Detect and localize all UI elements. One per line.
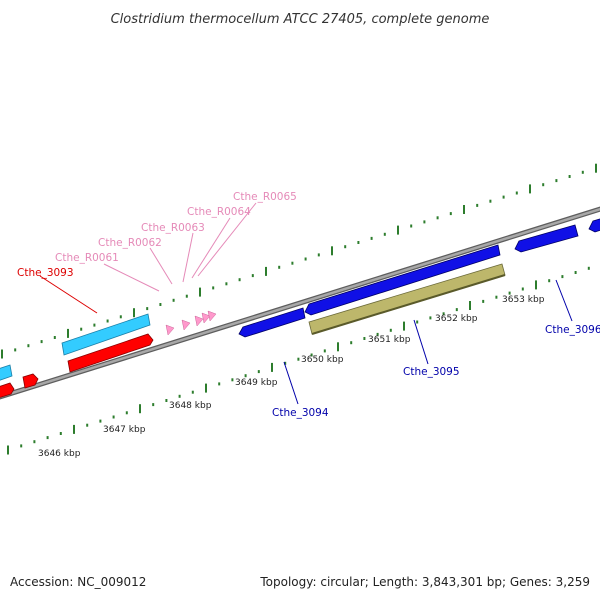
cds-partial-red-small[interactable] xyxy=(22,373,39,389)
label-cthe-r0062[interactable]: Cthe_R0062 xyxy=(98,237,162,249)
outer-tick-row xyxy=(1,163,597,359)
label-cthe-r0064[interactable]: Cthe_R0064 xyxy=(187,206,251,218)
cds-cthe-3096[interactable] xyxy=(514,224,579,253)
tick-label: 3651 kbp xyxy=(368,335,411,345)
label-leader-lines xyxy=(39,202,573,405)
cds-cthe-3095-forward[interactable] xyxy=(304,244,501,316)
cds-cthe-3093[interactable] xyxy=(67,333,154,373)
accession-text: Accession: NC_009012 xyxy=(10,575,146,589)
cds-partial-red-left[interactable] xyxy=(0,382,15,399)
tick-label: 3649 kbp xyxy=(235,378,278,388)
map-title: Clostridium thermocellum ATCC 27405, com… xyxy=(111,12,490,27)
rna-cthe-r0064[interactable] xyxy=(201,312,211,324)
label-cthe-3094[interactable]: Cthe_3094 xyxy=(272,407,329,419)
cds-partial-cyan-left[interactable] xyxy=(0,364,13,382)
cds-partial-right[interactable] xyxy=(588,216,600,233)
cds-cthe-3095-shadow xyxy=(311,274,506,335)
rna-cthe-r0063[interactable] xyxy=(194,315,204,327)
label-cthe-3093[interactable]: Cthe_3093 xyxy=(17,267,74,279)
label-cthe-r0063[interactable]: Cthe_R0063 xyxy=(141,222,205,234)
rna-cthe-r0065[interactable] xyxy=(207,310,217,322)
inner-tick-row xyxy=(7,266,590,455)
label-cthe-3096[interactable]: Cthe_3096 xyxy=(545,324,600,336)
gene-features xyxy=(0,216,600,399)
tick-labels: 3646 kbp 3647 kbp 3648 kbp 3649 kbp 3650… xyxy=(38,295,545,459)
label-cthe-r0061[interactable]: Cthe_R0061 xyxy=(55,252,119,264)
cds-cthe-3093-cyan[interactable] xyxy=(61,313,151,356)
label-cthe-r0065[interactable]: Cthe_R0065 xyxy=(233,191,297,203)
genome-backbone xyxy=(0,206,600,400)
tick-label: 3650 kbp xyxy=(301,355,344,365)
tick-label: 3647 kbp xyxy=(103,425,146,435)
cds-cthe-3094[interactable] xyxy=(238,307,306,338)
label-cthe-3095[interactable]: Cthe_3095 xyxy=(403,366,460,378)
tick-label: 3646 kbp xyxy=(38,449,81,459)
rna-cthe-r0062[interactable] xyxy=(181,319,191,331)
rna-cthe-r0061[interactable] xyxy=(165,324,175,336)
feature-labels: Cthe_3093 Cthe_R0061 Cthe_R0062 Cthe_R00… xyxy=(17,191,600,419)
tick-label: 3652 kbp xyxy=(435,314,478,324)
tick-label: 3653 kbp xyxy=(502,295,545,305)
topology-stats-text: Topology: circular; Length: 3,843,301 bp… xyxy=(259,575,590,589)
tick-label: 3648 kbp xyxy=(169,401,212,411)
